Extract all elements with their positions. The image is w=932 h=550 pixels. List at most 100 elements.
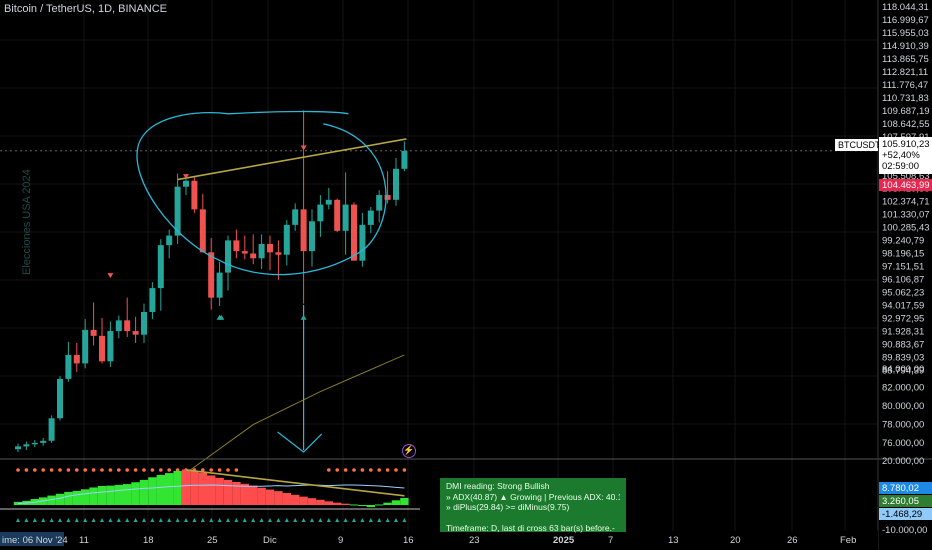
price-tick-label: 98.196,15: [882, 249, 924, 260]
candle-body: [166, 235, 173, 246]
signal-dot: [327, 468, 331, 472]
dmi-line: » diPlus(29.84) >= diMinus(9.75): [446, 502, 570, 512]
sell-marker: [300, 145, 307, 151]
price-badge-value: 105.910,23: [882, 139, 930, 150]
dmi-histogram-bar: [400, 497, 409, 505]
candle-body: [367, 210, 374, 225]
signal-dot: [142, 468, 146, 472]
candle-body: [191, 180, 198, 210]
signal-dot: [175, 468, 180, 472]
dmi-histogram-bar: [55, 493, 65, 505]
dmi-histogram-bar: [72, 490, 81, 505]
candle-body: [267, 243, 273, 253]
arrow-head: [277, 431, 323, 453]
candle-body: [31, 442, 38, 445]
symbol-title[interactable]: Bitcoin / TetherUS, 1D, BINANCE: [4, 3, 168, 15]
candle-body: [250, 253, 257, 259]
trend-arrow: [192, 518, 197, 522]
dmi-histogram-bar: [240, 483, 249, 505]
signal-dot: [108, 468, 113, 472]
candle-body: [317, 204, 324, 222]
dmi-histogram-bar: [97, 485, 107, 505]
price-tick-label: 76.000,00: [882, 438, 924, 449]
signal-dot: [310, 468, 314, 472]
trend-arrow: [125, 518, 130, 522]
candle-body: [292, 209, 299, 225]
trend-arrow: [394, 518, 398, 522]
price-tick-label: 101.330,07: [882, 210, 930, 221]
flash-icon[interactable]: ⚡: [402, 444, 416, 458]
trend-arrow: [242, 518, 247, 522]
highlight-ellipse: [136, 110, 387, 276]
dmi-histogram-bar: [274, 491, 283, 505]
dmi-histogram-bar: [64, 491, 73, 505]
trendline: [177, 138, 407, 181]
signal-dot: [75, 468, 79, 472]
time-tick-label: 16: [403, 535, 414, 546]
dmi-histogram-bar: [47, 495, 56, 505]
trend-arrow: [352, 518, 356, 522]
price-tick-label: 111.776,47: [882, 80, 928, 91]
dmi-histogram-bar: [307, 498, 317, 505]
dmi-axis-top: 20.000,00: [882, 456, 924, 467]
price-tick-label: 115.955,03: [882, 28, 929, 39]
symbol-badge: BTCUSDT: [838, 140, 881, 150]
signal-dot: [91, 468, 96, 472]
trend-arrow: [217, 518, 222, 522]
price-tick-label: 108.642,55: [882, 119, 930, 130]
candle-body: [73, 354, 80, 364]
time-tick-label: 18: [143, 535, 154, 546]
trend-arrow: [360, 518, 365, 522]
trend-arrow: [318, 518, 323, 522]
trend-arrow: [83, 518, 88, 522]
signal-dot: [302, 468, 306, 472]
candle-body: [132, 331, 139, 335]
signal-dot: [41, 468, 45, 472]
trend-arrow: [142, 518, 146, 522]
signal-dot: [117, 468, 121, 472]
trend-arrow: [32, 518, 37, 522]
candle-body: [334, 199, 341, 231]
signal-dot: [58, 468, 62, 472]
trend-arrow: [276, 518, 281, 522]
candle-body: [384, 195, 391, 200]
dmi-axis-bottom: -10.000,00: [882, 525, 927, 536]
candle-body: [99, 335, 105, 362]
dmi-histogram-bar: [249, 485, 258, 505]
candle-body: [309, 221, 315, 252]
dmi-histogram-bar: [265, 489, 275, 505]
price-tick-label: 96.106,87: [882, 275, 924, 286]
candle-body: [65, 354, 72, 379]
time-tick-label: 26: [787, 535, 798, 546]
sell-marker: [183, 174, 189, 180]
time-tick-label: Dic: [263, 535, 277, 546]
signal-dot: [83, 468, 87, 472]
signal-dot: [352, 468, 356, 472]
time-tick-label: Feb: [840, 535, 856, 546]
annotation-text: Elecciones USA 2024: [21, 169, 33, 275]
dmi-line: DMI reading: Strong Bullish: [446, 481, 550, 491]
dmi-signal-line: [17, 484, 405, 505]
candle-body: [216, 272, 223, 298]
price-tick-label: 109.687,19: [882, 106, 930, 117]
candle-body: [376, 195, 383, 211]
price-badge-bg: [879, 137, 932, 174]
signal-dot: [335, 468, 340, 472]
time-tick-label: 23: [469, 535, 480, 546]
dmi-badge: 3.260,05: [882, 496, 919, 507]
price-badge: BTCUSDT 105.910,23+52,40%02:59:00: [835, 137, 932, 174]
candle-body: [393, 168, 399, 200]
signal-dot: [394, 468, 398, 472]
trend-arrow: [66, 518, 71, 522]
dmi-histogram-bar: [291, 494, 300, 505]
price-tick-label: 92.972,95: [882, 314, 924, 325]
signal-dot: [226, 468, 230, 472]
trend-arrow: [335, 518, 340, 522]
trend-arrow: [284, 518, 289, 522]
signal-dot: [133, 468, 138, 472]
dmi-badge: -1.468,29: [882, 509, 922, 520]
dmi-histogram-bar: [89, 487, 98, 505]
candle-body: [157, 245, 164, 289]
dmi-histogram-bar: [391, 500, 401, 505]
